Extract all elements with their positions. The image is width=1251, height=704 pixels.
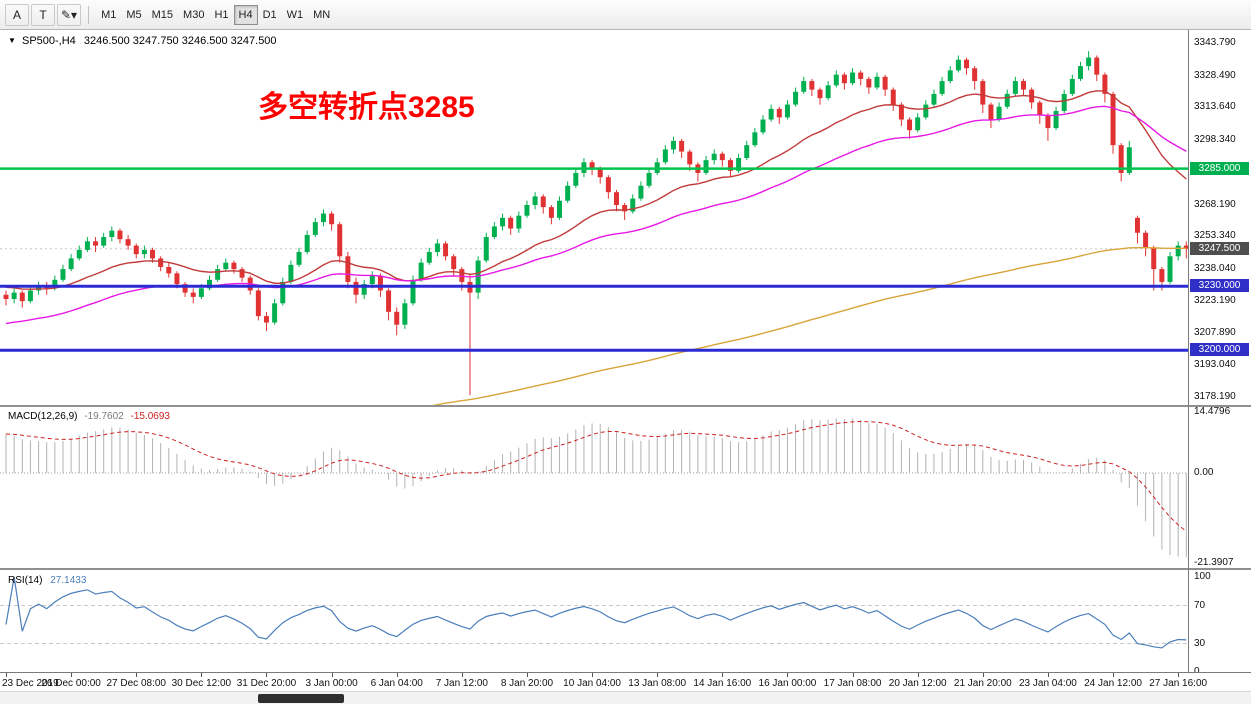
toolbar: A T ✎▾ M1 M5 M15 M30 H1 H4 D1 W1 MN xyxy=(0,0,1251,30)
time-axis-label: 17 Jan 08:00 xyxy=(823,678,882,689)
time-axis-tick xyxy=(201,673,203,677)
macd-name: MACD(12,26,9) xyxy=(8,411,78,422)
rsi-value: 27.1433 xyxy=(50,575,87,586)
price-axis-label: 3298.340 xyxy=(1194,134,1236,146)
time-axis-label: 30 Dec 12:00 xyxy=(171,678,232,689)
macd-pane-canvas[interactable] xyxy=(0,407,1251,568)
support-line-badge-3200: 3200.000 xyxy=(1190,343,1249,357)
time-axis-label: 13 Jan 08:00 xyxy=(628,678,687,689)
time-axis-label: 27 Jan 16:00 xyxy=(1149,678,1208,689)
time-axis-tick xyxy=(787,673,789,677)
macd-axis-label: 14.4796 xyxy=(1194,406,1231,417)
time-axis-label: 27 Dec 08:00 xyxy=(106,678,166,689)
macd-axis-label: -21.3907 xyxy=(1194,557,1234,568)
timeframe-button-h4[interactable]: H4 xyxy=(233,4,258,25)
symbol-label: SP500-,H4 xyxy=(21,35,76,47)
time-axis-label: 16 Jan 00:00 xyxy=(758,678,817,689)
pane-splitter[interactable] xyxy=(0,405,1251,407)
time-axis-label: 26 Dec 00:00 xyxy=(41,678,101,689)
chart-window: ▼ SP500-,H4 3246.500 3247.750 3246.500 3… xyxy=(0,30,1251,704)
draw-tools-dropdown[interactable]: ✎▾ xyxy=(57,3,82,26)
macd-axis-label: 0.00 xyxy=(1194,466,1214,478)
resistance-line-badge: 3285.000 xyxy=(1190,161,1249,175)
time-axis-label: 6 Jan 04:00 xyxy=(370,678,423,689)
price-axis-label: 3313.640 xyxy=(1194,101,1236,113)
time-axis-label: 3 Jan 00:00 xyxy=(305,678,358,689)
rsi-pane-canvas[interactable] xyxy=(0,570,1251,672)
annotation-text: 多空转折点3285 xyxy=(258,91,475,124)
timeframe-button-m15[interactable]: M15 xyxy=(147,5,178,25)
time-axis-tick xyxy=(1113,673,1115,677)
timeframe-button-w1[interactable]: W1 xyxy=(282,5,309,25)
time-axis-tick xyxy=(266,673,268,677)
time-axis-label: 21 Jan 20:00 xyxy=(953,678,1012,689)
price-axis-label: 3268.190 xyxy=(1194,198,1236,210)
price-axis-label: 3253.340 xyxy=(1194,230,1236,242)
price-axis-label: 3178.190 xyxy=(1194,390,1236,402)
time-axis-tick xyxy=(657,673,659,677)
toolbar-separator xyxy=(88,5,90,24)
symbol-ohlc-line: ▼ SP500-,H4 3246.500 3247.750 3246.500 3… xyxy=(8,35,277,47)
pane-splitter[interactable] xyxy=(0,568,1251,570)
price-axis[interactable]: 3343.790 3328.490 3313.640 3298.340 3268.190… xyxy=(1190,30,1251,677)
timeframe-button-h1[interactable]: H1 xyxy=(209,5,233,25)
price-axis-label: 3223.190 xyxy=(1194,294,1236,306)
time-axis-tick xyxy=(1178,673,1180,677)
rsi-name: RSI(14) xyxy=(8,575,43,586)
time-axis-tick xyxy=(526,673,528,677)
time-axis-label: 10 Jan 04:00 xyxy=(563,678,621,689)
time-axis-tick xyxy=(982,673,984,677)
price-axis-label: 3343.790 xyxy=(1194,37,1236,49)
macd-main-value: -19.7602 xyxy=(84,411,124,422)
price-axis-label: 3238.040 xyxy=(1194,263,1236,275)
time-axis-tick xyxy=(852,673,854,677)
macd-signal-value: -15.0693 xyxy=(130,411,170,422)
timeframe-group: M1 M5 M15 M30 H1 H4 D1 W1 MN xyxy=(96,4,335,25)
time-axis-label: 23 Dec 2019 xyxy=(2,678,59,689)
rsi-axis-label: 30 xyxy=(1194,637,1206,649)
time-axis-label: 20 Jan 12:00 xyxy=(888,678,947,689)
horizontal-scrollbar-thumb[interactable] xyxy=(258,694,344,703)
arrow-tool-button[interactable]: A xyxy=(5,3,29,26)
price-axis-label: 3193.040 xyxy=(1194,359,1236,371)
time-axis-label: 31 Dec 20:00 xyxy=(236,678,297,689)
time-axis-tick xyxy=(461,673,463,677)
time-axis-label: 14 Jan 16:00 xyxy=(693,678,752,689)
rsi-axis-label: 0 xyxy=(1194,666,1200,677)
ohlc-values: 3246.500 3247.750 3246.500 3247.500 xyxy=(83,35,277,47)
chart-dropdown-icon[interactable]: ▼ xyxy=(8,36,16,45)
time-axis-tick xyxy=(71,673,73,677)
support-line-badge-3230: 3230.000 xyxy=(1190,279,1249,293)
price-axis-label: 3207.890 xyxy=(1194,327,1236,339)
current-price-badge: 3247.500 xyxy=(1190,241,1249,255)
price-chart-canvas[interactable] xyxy=(0,30,1251,407)
time-axis-label: 24 Jan 12:00 xyxy=(1084,678,1142,689)
macd-indicator-label: MACD(12,26,9) -19.7602 -15.0693 xyxy=(8,411,170,422)
time-axis-label: 7 Jan 12:00 xyxy=(435,678,488,689)
time-axis-tick xyxy=(331,673,333,677)
timeframe-button-m30[interactable]: M30 xyxy=(178,5,209,25)
timeframe-button-mn[interactable]: MN xyxy=(308,5,335,25)
horizontal-scrollbar[interactable] xyxy=(0,691,1251,704)
price-axis-label: 3328.490 xyxy=(1194,69,1236,81)
rsi-indicator-label: RSI(14) 27.1433 xyxy=(8,575,86,586)
time-axis-tick xyxy=(722,673,724,677)
time-axis-label: 8 Jan 20:00 xyxy=(500,678,554,689)
time-axis-label: 23 Jan 04:00 xyxy=(1018,678,1077,689)
time-axis[interactable]: 23 Dec 2019 26 Dec 00:00 27 Dec 08:00 30 De… xyxy=(0,672,1251,691)
timeframe-button-m5[interactable]: M5 xyxy=(121,5,146,25)
time-axis-tick xyxy=(592,673,594,677)
text-tool-button[interactable]: T xyxy=(31,3,55,26)
rsi-axis-label: 100 xyxy=(1194,571,1211,582)
time-axis-tick xyxy=(136,673,138,677)
time-axis-tick xyxy=(6,673,7,677)
price-axis-border xyxy=(1188,30,1189,672)
timeframe-button-d1[interactable]: D1 xyxy=(258,5,282,25)
rsi-axis-label: 70 xyxy=(1194,599,1206,611)
time-axis-tick xyxy=(1047,673,1049,677)
time-axis-tick xyxy=(917,673,919,677)
timeframe-button-m1[interactable]: M1 xyxy=(96,5,121,25)
time-axis-tick xyxy=(396,673,398,677)
